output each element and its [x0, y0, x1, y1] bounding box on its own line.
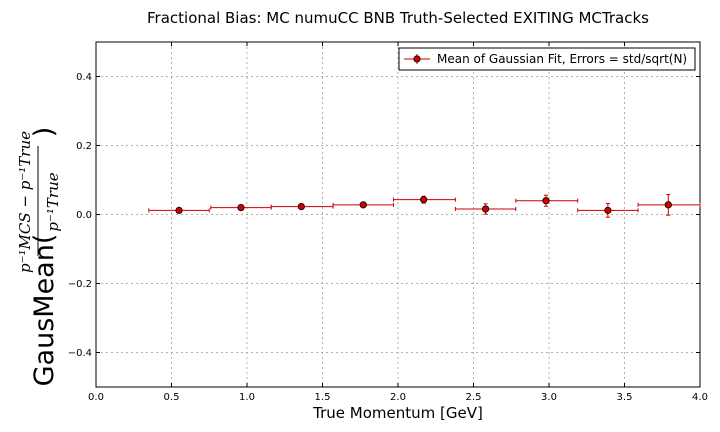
legend-frame [398, 47, 696, 71]
data-point-group [392, 195, 456, 204]
y-axis-label-prefix: GausMean( [29, 234, 60, 387]
legend-marker [413, 55, 421, 63]
data-point [237, 204, 245, 212]
data-point-group [270, 202, 334, 211]
y-tick-label: 0.0 [76, 210, 92, 221]
axis-ticks: 0.0 0.5 1.0 1.5 2.0 2.5 3.0 3.5 4.0 −0.4 −0.2 0.0 0.… [68, 42, 708, 403]
y-axis-label-numerator: p⁻¹MCS − p⁻¹True [16, 131, 34, 273]
data-point-group [577, 202, 639, 218]
x-tick-label: 3.5 [617, 392, 633, 403]
data-point-group [515, 194, 579, 207]
x-tick-label: 4.0 [692, 392, 708, 403]
legend-entry-label: Mean of Gaussian Fit, Errors = std/sqrt(… [437, 52, 687, 66]
data-point [542, 197, 550, 205]
data-point [604, 206, 612, 214]
data-point-group [210, 204, 272, 212]
x-tick-label: 1.0 [239, 392, 255, 403]
chart-title: Fractional Bias: MC numuCC BNB Truth-Sel… [147, 9, 649, 27]
x-tick-label: 0.5 [164, 392, 180, 403]
y-tick-label: 0.2 [76, 141, 92, 152]
data-point-group [332, 201, 394, 209]
data-point [359, 201, 367, 209]
data-point [297, 202, 305, 211]
data-point [175, 206, 183, 214]
y-tick-label: 0.4 [76, 72, 92, 83]
data-series [148, 193, 701, 218]
x-tick-label: 1.5 [315, 392, 331, 403]
data-point [664, 201, 672, 209]
data-point [420, 196, 428, 204]
y-tick-label: −0.4 [68, 348, 92, 359]
x-axis-label: True Momentum [GeV] [312, 404, 483, 422]
data-point [481, 205, 490, 213]
x-tick-label: 2.5 [466, 392, 482, 403]
x-tick-label: 3.0 [541, 392, 557, 403]
y-axis-label-denominator: p⁻¹True [44, 172, 62, 231]
data-point-group [454, 203, 517, 215]
y-tick-label: −0.2 [68, 279, 92, 290]
legend: Mean of Gaussian Fit, Errors = std/sqrt(… [398, 47, 696, 71]
x-tick-label: 0.0 [88, 392, 104, 403]
x-tick-label: 2.0 [390, 392, 406, 403]
data-point-group [637, 193, 701, 216]
y-axis-label-suffix: ) [29, 127, 60, 138]
y-axis-label: GausMean( p⁻¹MCS − p⁻¹True p⁻¹True ) [16, 127, 62, 387]
data-point-group [148, 206, 210, 214]
grid [95, 42, 701, 387]
